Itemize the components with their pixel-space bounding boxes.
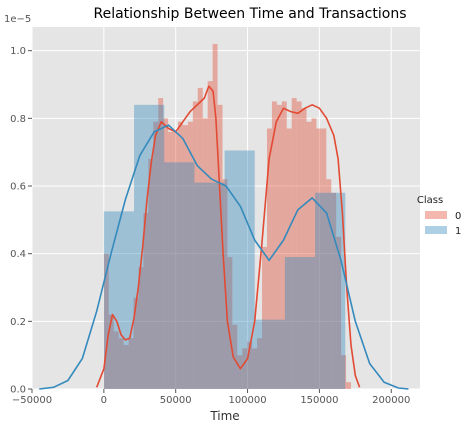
histogram-bar-class-0 [192,101,198,390]
x-tick-label: −50000 [12,395,52,406]
kde-line-class-0 [95,85,361,388]
histogram-bar-class-0 [291,98,297,390]
histogram-bar-class-0 [257,338,263,389]
kde-line-class-1 [39,124,409,390]
y-tick-label: 0.4 [10,249,26,260]
kde-lines [39,85,409,390]
histogram-bar-class-0 [217,104,223,390]
y-tick-label: 0.0 [10,385,26,396]
histogram-bar-class-1 [103,211,135,389]
histogram-bar-class-0 [212,43,218,389]
x-tick-label: 50000 [160,395,192,406]
legend-label-0: 0 [455,211,461,222]
histogram-bar-class-0 [252,348,258,389]
histogram-bar-class-0 [182,125,188,389]
histogram-bar-class-0 [341,355,347,389]
histogram-bar-class-0 [271,101,277,390]
y-axis-offset-label: 1e−5 [4,14,31,25]
histogram-bar-class-0 [296,101,302,390]
histogram-bar-class-0 [316,128,322,389]
histogram-bar-class-0 [321,128,327,389]
histogram-bar-class-0 [247,341,253,389]
histogram-bar-class-0 [301,108,307,389]
histogram-bar-class-0 [108,314,114,389]
legend: Class 0 1 [417,195,462,237]
histogram-bar-class-0 [128,338,134,389]
histogram-bar-class-0 [158,98,164,390]
histogram-bar-class-0 [123,345,129,389]
y-tick-label: 0.6 [10,182,26,193]
x-tick-label: 100000 [228,395,266,406]
histogram-bar-class-0 [118,338,124,389]
histogram-bar-class-0 [262,246,267,389]
histogram-bar-class-0 [187,121,193,389]
histogram-bar-class-0 [163,118,169,389]
histogram-bar-class-1 [134,104,165,390]
y-tick-label: 0.8 [10,114,26,125]
y-tick-label: 1.0 [10,46,26,57]
legend-swatch-1 [425,226,447,234]
plot-background [32,27,420,389]
x-tick-label: 200000 [372,395,410,406]
histogram-bar-class-0 [336,236,342,389]
y-tick-label: 0.2 [10,317,26,328]
histogram-bar-class-1 [254,319,285,389]
histogram-bar-class-0 [281,101,287,390]
histogram-bar-class-0 [331,192,337,389]
histogram-bar-class-0 [346,382,352,389]
histogram-bar-class-1 [164,162,195,389]
histogram-bar-class-0 [143,213,149,389]
histogram-bar-class-0 [138,267,144,389]
histogram-bar-class-0 [242,348,248,389]
histogram-bar-class-0 [168,131,174,389]
histogram-bar-class-0 [232,324,238,389]
x-tick-label: 0 [101,395,107,406]
histogram-bar-class-0 [286,128,292,389]
legend-swatch-0 [425,211,447,219]
legend-title: Class [417,195,443,206]
histogram-bar-class-0 [237,355,243,389]
x-axis-label: Time [209,409,239,423]
legend-label-1: 1 [455,226,461,237]
histogram-bar-class-0 [202,118,208,389]
histogram-bar-class-1 [194,182,225,389]
histogram-bar-class-0 [153,121,159,389]
histogram-bar-class-0 [306,121,312,389]
axis-ticks: −50000 0 50000 100000 150000 200000 0.0 0.2 0.4 0… [10,46,410,406]
histogram-bar-class-0 [311,118,317,389]
histogram-bar-class-0 [173,131,179,389]
histogram-bar-class-0 [207,81,213,389]
histogram-bar-class-1 [284,257,316,389]
histogram-bar-class-0 [113,331,119,389]
histogram-bar-class-1 [224,150,255,389]
histogram-bar-class-0 [326,179,332,389]
x-tick-label: 150000 [300,395,338,406]
histogram-bar-class-0 [197,87,203,390]
chart-title: Relationship Between Time and Transactio… [94,6,407,22]
histogram-bar-class-0 [103,253,109,389]
histogram-bar-class-0 [178,121,183,389]
histogram-bar-class-0 [227,257,233,389]
histogram-bar-class-0 [148,158,154,389]
histogram-bar-class-0 [133,297,139,389]
